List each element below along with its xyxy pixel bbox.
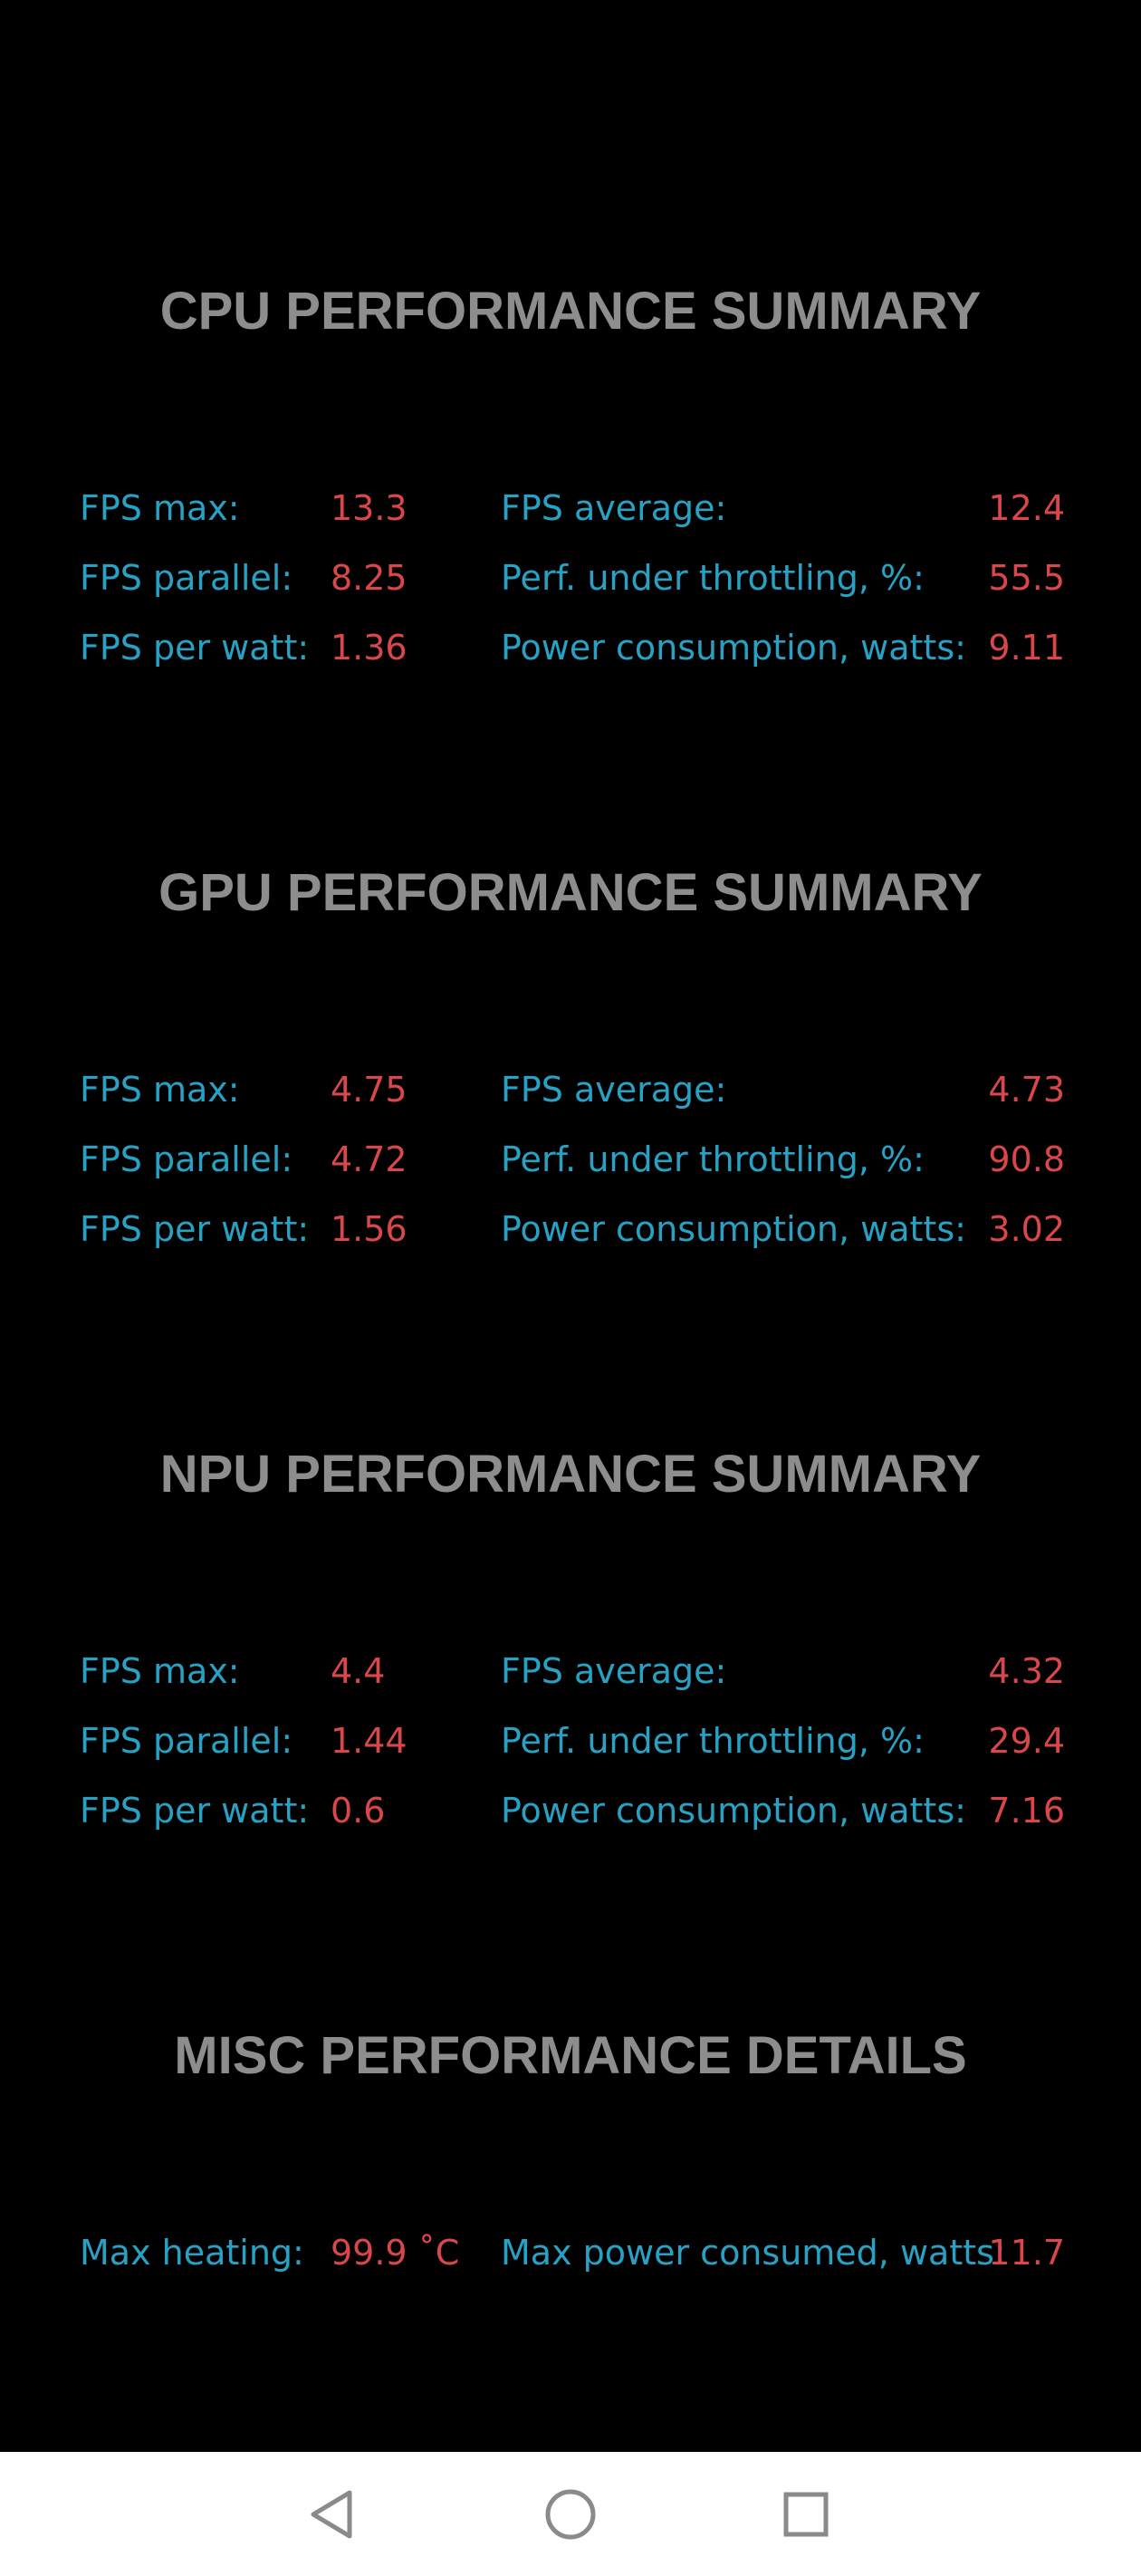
- npu-section-title: NPU PERFORMANCE SUMMARY: [159, 1445, 982, 1504]
- cpu-fps-average-label: FPS average:: [501, 488, 727, 528]
- max-heating-value: 99.9 ˚C: [331, 2233, 460, 2273]
- gpu-fps-max-value: 4.75: [331, 1070, 408, 1110]
- cpu-power-value: 9.11: [988, 628, 1065, 668]
- npu-fps-max-label: FPS max:: [80, 1651, 240, 1691]
- npu-power-value: 7.16: [988, 1791, 1065, 1831]
- cpu-fps-per-watt-value: 1.36: [331, 628, 408, 668]
- home-circle-icon: [545, 2489, 596, 2539]
- max-power-label: Max power consumed, watts:: [501, 2233, 1006, 2273]
- cpu-throttling-label: Perf. under throttling, %:: [501, 558, 925, 598]
- recents-square-icon: [783, 2492, 829, 2536]
- gpu-power-label: Power consumption, watts:: [501, 1209, 966, 1249]
- cpu-fps-parallel-label: FPS parallel:: [80, 558, 293, 598]
- gpu-fps-parallel-label: FPS parallel:: [80, 1139, 293, 1179]
- cpu-section-title: CPU PERFORMANCE SUMMARY: [159, 282, 982, 341]
- npu-power-label: Power consumption, watts:: [501, 1791, 966, 1831]
- misc-section-title: MISC PERFORMANCE DETAILS: [174, 2026, 967, 2085]
- cpu-fps-max-label: FPS max:: [80, 488, 240, 528]
- npu-throttling-value: 29.4: [988, 1721, 1065, 1761]
- max-power-value: 11.7: [988, 2233, 1065, 2273]
- cpu-power-label: Power consumption, watts:: [501, 628, 966, 668]
- system-navigation-bar: [0, 2452, 1141, 2576]
- cpu-fps-max-value: 13.3: [331, 488, 408, 528]
- gpu-fps-per-watt-label: FPS per watt:: [80, 1209, 310, 1249]
- npu-fps-average-value: 4.32: [988, 1651, 1065, 1691]
- max-heating-label: Max heating:: [80, 2233, 304, 2273]
- cpu-fps-per-watt-label: FPS per watt:: [80, 628, 310, 668]
- recents-button[interactable]: [752, 2452, 860, 2576]
- gpu-fps-per-watt-value: 1.56: [331, 1209, 408, 1249]
- gpu-throttling-value: 90.8: [988, 1139, 1065, 1179]
- npu-fps-parallel-value: 1.44: [331, 1721, 408, 1761]
- cpu-fps-average-value: 12.4: [988, 488, 1065, 528]
- cpu-fps-parallel-value: 8.25: [331, 558, 408, 598]
- npu-fps-per-watt-label: FPS per watt:: [80, 1791, 310, 1831]
- npu-fps-max-value: 4.4: [331, 1651, 386, 1691]
- gpu-fps-average-value: 4.73: [988, 1070, 1065, 1110]
- gpu-fps-average-label: FPS average:: [501, 1070, 727, 1110]
- npu-fps-average-label: FPS average:: [501, 1651, 727, 1691]
- gpu-throttling-label: Perf. under throttling, %:: [501, 1139, 925, 1179]
- back-triangle-icon: [311, 2490, 352, 2538]
- gpu-fps-parallel-value: 4.72: [331, 1139, 408, 1179]
- back-button[interactable]: [277, 2452, 386, 2576]
- gpu-section-title: GPU PERFORMANCE SUMMARY: [158, 863, 983, 922]
- benchmark-results-screen: CPU PERFORMANCE SUMMARY FPS max: 13.3 FP…: [80, 282, 1065, 2273]
- gpu-fps-max-label: FPS max:: [80, 1070, 240, 1110]
- home-button[interactable]: [516, 2452, 625, 2576]
- npu-fps-per-watt-value: 0.6: [331, 1791, 386, 1831]
- gpu-power-value: 3.02: [988, 1209, 1065, 1249]
- cpu-throttling-value: 55.5: [988, 558, 1065, 598]
- npu-throttling-label: Perf. under throttling, %:: [501, 1721, 925, 1761]
- npu-fps-parallel-label: FPS parallel:: [80, 1721, 293, 1761]
